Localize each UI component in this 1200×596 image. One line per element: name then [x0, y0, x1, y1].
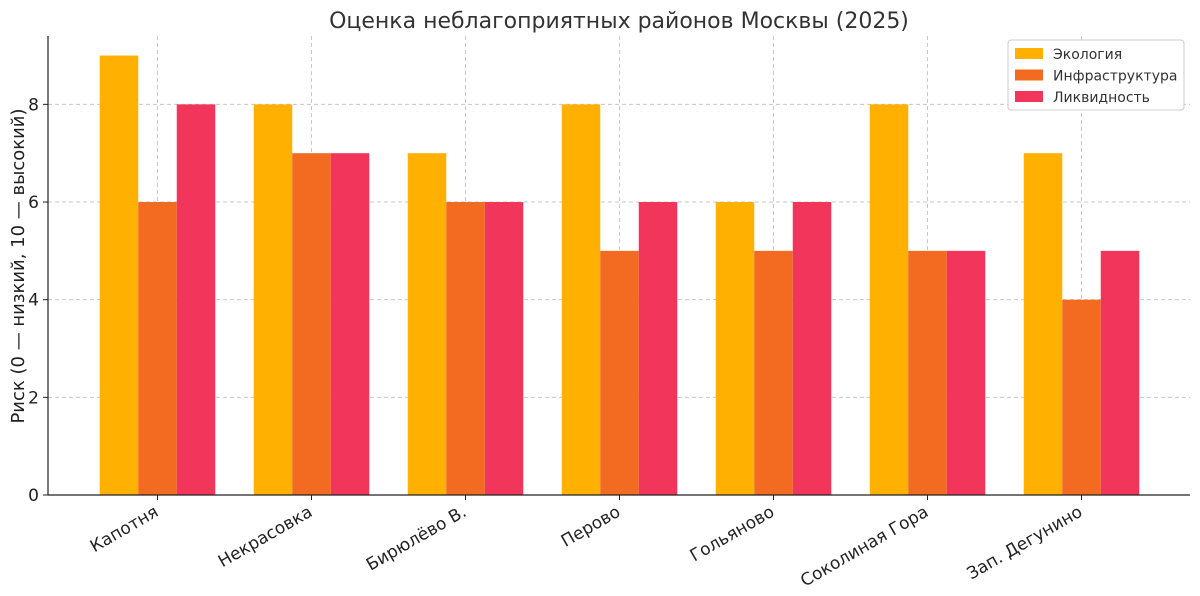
x-labels-layer: Капотня Некрасовка Бирюлёво В. Перово Гольян…	[87, 495, 1086, 591]
y-tick-label: 6	[28, 193, 39, 213]
bar	[1023, 153, 1063, 496]
bar	[292, 153, 331, 496]
y-tick-label: 2	[28, 388, 39, 408]
y-ticks-layer: 0 2 4 6 8	[28, 95, 48, 506]
bar	[138, 202, 177, 495]
legend: Экология Инфраструктура Ликвидность	[1007, 39, 1185, 111]
bar	[715, 202, 755, 495]
bar	[330, 153, 370, 496]
legend-swatch	[1015, 69, 1043, 81]
bar	[99, 55, 139, 495]
bar	[946, 250, 986, 495]
legend-swatch	[1015, 48, 1043, 59]
legend-swatch	[1015, 91, 1043, 102]
bar	[908, 250, 947, 495]
x-category-label: Гольяново	[687, 502, 778, 566]
bar	[600, 250, 639, 495]
legend-box	[1007, 39, 1185, 111]
bar	[176, 104, 216, 496]
bar	[638, 202, 678, 495]
x-category-label: Зап. Дегунино	[964, 502, 1086, 584]
bar	[1100, 250, 1140, 495]
legend-label: Ликвидность	[1053, 90, 1150, 106]
y-tick-label: 0	[28, 486, 39, 506]
bar	[484, 202, 524, 495]
bar	[792, 202, 832, 495]
bar	[754, 250, 793, 495]
x-category-label: Соколиная Гора	[797, 502, 932, 591]
bar	[446, 202, 485, 495]
y-tick-label: 8	[28, 95, 39, 115]
legend-items: Экология Инфраструктура Ликвидность	[1015, 47, 1177, 106]
bar	[1062, 299, 1101, 495]
bar	[869, 104, 909, 496]
legend-label: Инфраструктура	[1053, 69, 1177, 85]
x-category-label: Капотня	[87, 502, 162, 557]
bar	[407, 153, 447, 496]
legend-label: Экология	[1053, 47, 1122, 63]
y-axis-label: Риск (0 — низкий, 10 — высокий)	[8, 108, 29, 423]
bar	[561, 104, 601, 496]
x-category-label: Перово	[558, 502, 624, 552]
chart-title: Оценка неблагоприятных районов Москвы (2…	[329, 9, 909, 34]
bars-layer	[99, 55, 1140, 496]
bar	[253, 104, 293, 496]
y-tick-label: 4	[28, 291, 39, 311]
x-category-label: Бирюлёво В.	[363, 502, 470, 575]
x-category-label: Некрасовка	[215, 502, 316, 572]
